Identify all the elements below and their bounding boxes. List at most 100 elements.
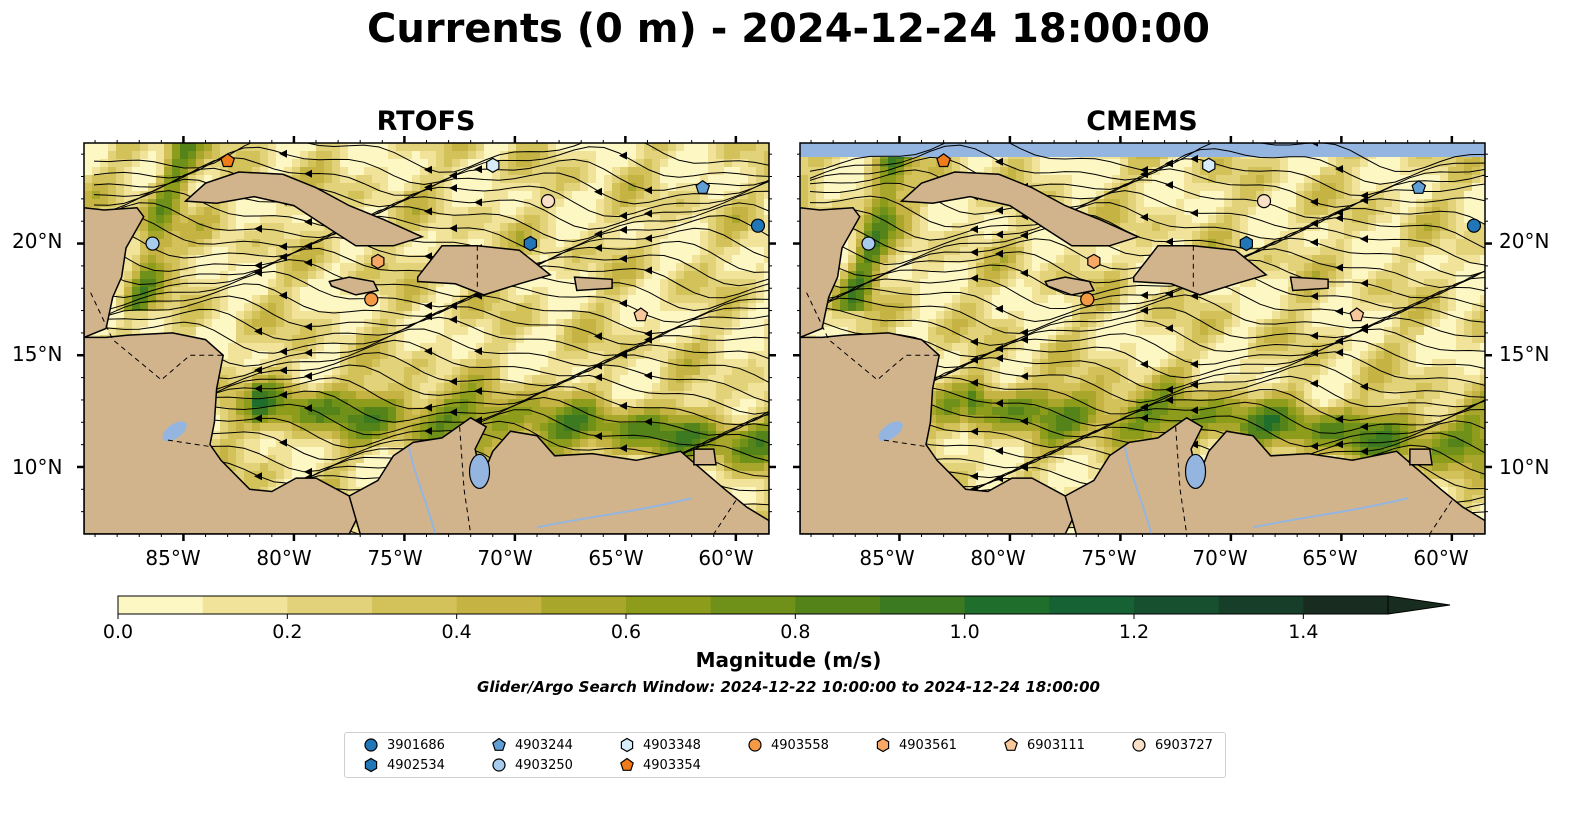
lat-label-20n-right: 20°N [1499, 229, 1550, 253]
float-marker-4903250 [861, 236, 876, 251]
legend-marker [1004, 737, 1018, 751]
float-marker-4903561 [1087, 253, 1101, 270]
colorbar-segment [1134, 596, 1220, 614]
colorbar-tick-label: 0.8 [780, 621, 811, 643]
map-cmems [800, 143, 1485, 534]
legend-label: 4903244 [515, 737, 573, 753]
figure-title: Currents (0 m) - 2024-12-24 18:00:00 [367, 6, 1210, 52]
legend-marker [492, 737, 506, 751]
landmass-puertorico [573, 276, 613, 292]
colorbar-tick-label: 0.2 [272, 621, 303, 643]
legend-label: 3901686 [387, 737, 445, 753]
float-marker-4903558 [1080, 292, 1095, 307]
legend-label: 6903727 [1155, 737, 1213, 753]
colorbar-segment [1218, 596, 1304, 614]
float-legend: 3901686 4902534 4903244 4903250 4903348 49033… [344, 732, 1226, 778]
lon-label-70w-right: 70°W [1192, 546, 1248, 570]
lon-label-75w-left: 75°W [367, 546, 423, 570]
float-marker-3901686 [1466, 218, 1482, 233]
float-marker-4903250 [145, 236, 160, 251]
legend-marker [492, 758, 506, 772]
legend-marker [620, 757, 634, 771]
hexagon-marker-icon [364, 757, 378, 773]
legend-label: 4903558 [771, 737, 829, 753]
legend-label: 4903561 [899, 737, 957, 753]
colorbar-frame [117, 595, 1389, 615]
lake-maracaibo [468, 453, 491, 490]
legend-marker [1132, 738, 1146, 752]
hexagon-marker-icon [620, 737, 634, 753]
legend-item-4903348: 4903348 [619, 737, 701, 753]
legend-item-4903558: 4903558 [747, 737, 829, 753]
legend-item-3901686: 3901686 [363, 737, 445, 753]
colorbar-segment [710, 596, 796, 614]
legend-item-6903727: 6903727 [1131, 737, 1213, 753]
colorbar-segment [456, 596, 542, 614]
float-marker-6903727 [540, 193, 556, 209]
lon-label-65w-left: 65°W [588, 546, 644, 570]
legend-item-4903244: 4903244 [491, 737, 573, 753]
lon-label-85w-left: 85°W [145, 546, 201, 570]
pentagon-marker-icon [1004, 737, 1018, 751]
colorbar-segment [880, 596, 966, 614]
colorbar-tick-label: 1.0 [949, 621, 980, 643]
legend-marker [364, 757, 378, 773]
colorbar-segment [964, 596, 1050, 614]
search-window-caption: Glider/Argo Search Window: 2024-12-22 10… [477, 678, 1100, 696]
legend-item-4903561: 4903561 [875, 737, 957, 753]
landmass-puertorico [1289, 276, 1329, 292]
float-marker-4903348 [1202, 157, 1216, 173]
legend-label: 4903250 [515, 757, 573, 773]
legend-item-4902534: 4902534 [363, 757, 445, 773]
legend-item-4903354: 4903354 [619, 757, 701, 773]
legend-label: 4902534 [387, 757, 445, 773]
colorbar-tick-label: 1.4 [1288, 621, 1319, 643]
colorbar-label: Magnitude (m/s) [695, 648, 882, 672]
legend-label: 6903111 [1027, 737, 1085, 753]
legend-label: 4903354 [643, 757, 701, 773]
colorbar-tick-label: 0.6 [610, 621, 642, 643]
lon-label-75w-right: 75°W [1081, 546, 1137, 570]
lon-label-85w-right: 85°W [859, 546, 915, 570]
landmass-trinidad [1409, 448, 1433, 466]
colorbar-segment [541, 596, 627, 614]
colorbar-segment [287, 596, 373, 614]
lon-label-80w-right: 80°W [970, 546, 1026, 570]
lon-label-70w-left: 70°W [477, 546, 533, 570]
float-marker-4902534 [1239, 235, 1253, 252]
float-marker-4903558 [364, 292, 379, 307]
circle-marker-icon [364, 738, 378, 752]
lon-label-65w-right: 65°W [1302, 546, 1358, 570]
lake-maracaibo [1184, 453, 1207, 490]
colorbar-segment [626, 596, 712, 614]
colorbar-segment [372, 596, 458, 614]
legend-item-6903111: 6903111 [1003, 737, 1085, 753]
legend-marker [748, 738, 762, 752]
lat-label-10n-left: 10°N [12, 455, 63, 479]
float-marker-3901686 [750, 218, 766, 233]
lat-label-20n-left: 20°N [12, 229, 63, 253]
lat-label-15n-right: 15°N [1499, 342, 1550, 366]
colorbar-tick-label: 0.4 [441, 621, 472, 643]
pentagon-marker-icon [492, 737, 506, 751]
legend-marker [876, 737, 890, 753]
colorbar-segment [118, 596, 204, 614]
colorbar-tick-label: 0.0 [102, 621, 134, 643]
no-data-band [800, 143, 1485, 157]
landmass-trinidad [693, 448, 717, 466]
circle-marker-icon [492, 758, 506, 772]
float-marker-4903348 [486, 157, 500, 173]
circle-marker-icon [1132, 738, 1146, 752]
legend-item-4903250: 4903250 [491, 757, 573, 773]
lon-label-80w-left: 80°W [256, 546, 312, 570]
float-marker-4902534 [523, 235, 537, 252]
map-rtofs [84, 143, 769, 534]
colorbar-segment [1303, 596, 1389, 614]
pentagon-marker-icon [620, 757, 634, 771]
float-marker-6903727 [1256, 193, 1272, 209]
panel-title-cmems: CMEMS [1086, 106, 1198, 137]
panel-title-rtofs: RTOFS [376, 106, 476, 137]
legend-marker [620, 737, 634, 753]
lat-label-15n-left: 15°N [12, 342, 63, 366]
colorbar [117, 595, 1451, 619]
